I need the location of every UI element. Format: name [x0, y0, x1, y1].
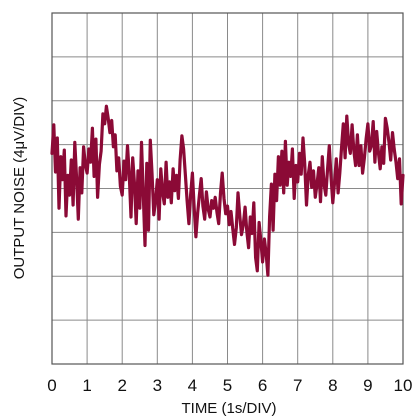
plot-grid [51, 12, 404, 365]
noise-trace [50, 104, 405, 277]
x-tick-label: 1 [82, 376, 91, 395]
x-tick-label: 10 [394, 376, 413, 395]
x-tick-label: 8 [328, 376, 337, 395]
x-tick-label: 3 [153, 376, 162, 395]
x-tick-label: 4 [188, 376, 197, 395]
x-axis-label: TIME (1s/DIV) [181, 400, 276, 417]
x-tick-label: 5 [223, 376, 232, 395]
x-tick-label: 6 [258, 376, 267, 395]
x-tick-labels: 0 1 2 3 4 5 6 7 8 9 10 [47, 376, 412, 395]
x-tick-label: 2 [117, 376, 126, 395]
x-tick-label: 7 [293, 376, 302, 395]
x-tick-label: 0 [47, 376, 56, 395]
x-tick-label: 9 [363, 376, 372, 395]
y-axis-label: OUTPUT NOISE (4μV/DIV) [11, 97, 28, 280]
